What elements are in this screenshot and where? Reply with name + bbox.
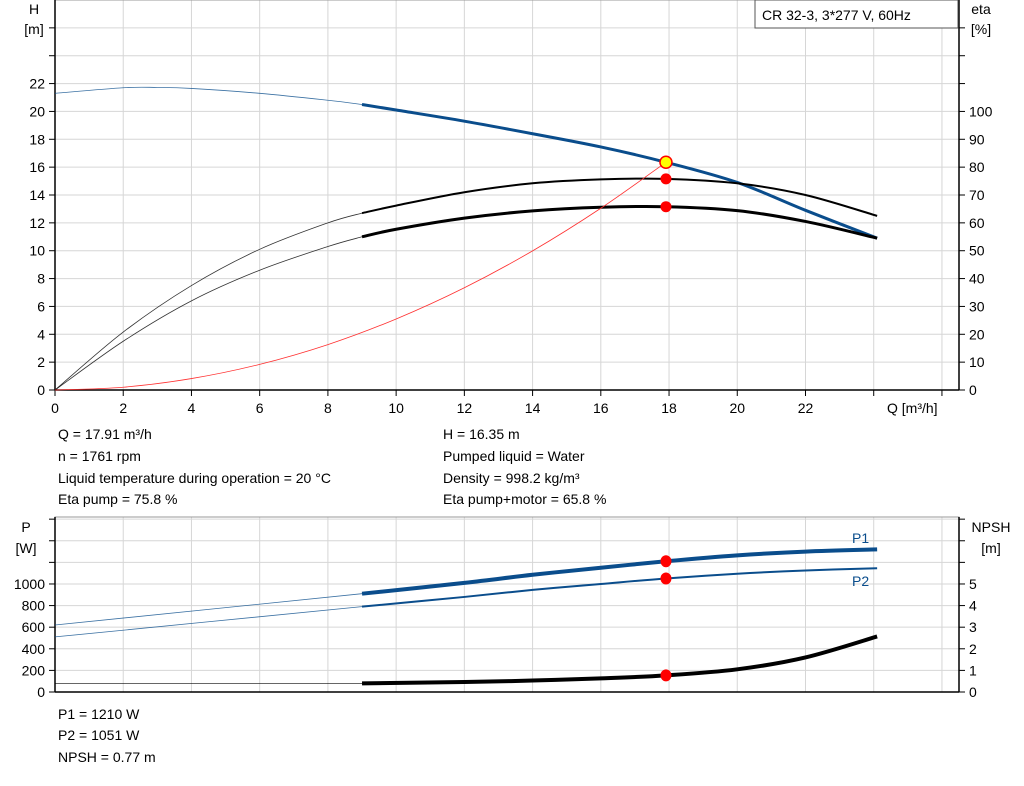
y-right-tick-label: 0 [969, 382, 977, 398]
info-density: Density = 998.2 kg/m³ [443, 470, 580, 486]
info-liquid: Pumped liquid = Water [443, 448, 585, 464]
y-right-tick-label: 40 [969, 271, 985, 287]
y-left-tick-label: 600 [22, 619, 46, 635]
x-axis-label: Q [m³/h] [887, 400, 938, 416]
info-h: H = 16.35 m [443, 426, 520, 442]
P2-curve [361, 567, 878, 608]
y-right-label-1: eta [971, 1, 991, 17]
system-curve [54, 161, 667, 391]
y-right-tick-label: 90 [969, 131, 985, 147]
y-right-tick-label: 5 [969, 576, 977, 592]
y-left-tick-label: 16 [29, 159, 45, 175]
x-tick-label: 18 [661, 400, 677, 416]
legend-p1: P1 [852, 530, 869, 546]
x-tick-label: 12 [457, 400, 473, 416]
y-left-tick-label: 800 [22, 598, 46, 614]
p-label-1: P [21, 519, 30, 535]
info-npsh: NPSH = 0.77 m [58, 749, 156, 765]
x-tick-label: 6 [256, 400, 264, 416]
y-left-tick-label: 1000 [14, 576, 45, 592]
y-right-tick-label: 0 [969, 684, 977, 700]
y-right-tick-label: 70 [969, 187, 985, 203]
y-right-tick-label: 100 [969, 103, 993, 119]
x-tick-label: 2 [119, 400, 127, 416]
duty-point-npsh [660, 669, 672, 682]
performance-chart: 0246810121416182022010203040506070809010… [29, 0, 993, 416]
y-right-tick-label: 4 [969, 598, 977, 614]
x-tick-label: 10 [388, 400, 404, 416]
duty-point-p1 [660, 555, 672, 568]
duty-point-eta-pump-motor [660, 201, 672, 213]
head-curve-extrapolated [54, 86, 363, 105]
eta_pump_motor-curve [361, 204, 878, 240]
y-right-tick-label: 20 [969, 326, 985, 342]
info-top: Q = 17.91 m³/h n = 1761 rpm Liquid tempe… [58, 426, 606, 507]
P1-curve-extrapolated [54, 593, 363, 626]
info-bottom: P1 = 1210 W P2 = 1051 W NPSH = 0.77 m [58, 706, 156, 765]
legend-p2: P2 [852, 573, 869, 589]
x-tick-label: 20 [729, 400, 745, 416]
x-tick-label: 14 [525, 400, 541, 416]
P2-curve-extrapolated [54, 606, 363, 638]
duty-point-head [659, 155, 673, 170]
y-left-label-1: H [29, 1, 39, 17]
y-right-tick-label: 10 [969, 354, 985, 370]
y-left-tick-label: 22 [29, 76, 45, 92]
eta_pump_motor-curve-extrapolated [54, 236, 363, 391]
y-left-tick-label: 18 [29, 131, 45, 147]
x-tick-label: 4 [188, 400, 196, 416]
npsh-curve [361, 634, 878, 686]
x-tick-label: 8 [324, 400, 332, 416]
info-eta-pump: Eta pump = 75.8 % [58, 491, 177, 507]
info-eta-pump-motor: Eta pump+motor = 65.8 % [443, 491, 606, 507]
x-tick-label: 0 [51, 400, 59, 416]
plot-border [54, 516, 960, 693]
y-right-tick-label: 60 [969, 215, 985, 231]
info-p2: P2 = 1051 W [58, 727, 140, 743]
title-box [754, 0, 959, 29]
y-left-tick-label: 20 [29, 103, 45, 119]
y-right-tick-label: 1 [969, 662, 977, 678]
y-left-tick-label: 8 [37, 271, 45, 287]
eta_pump-curve-extrapolated [54, 212, 363, 391]
y-left-tick-label: 6 [37, 298, 45, 314]
info-q: Q = 17.91 m³/h [58, 426, 152, 442]
head-curve [361, 102, 878, 240]
y-left-tick-label: 10 [29, 243, 45, 259]
eta_pump-curve [361, 177, 878, 217]
y-left-tick-label: 0 [37, 684, 45, 700]
npsh-label-1: NPSH [972, 519, 1011, 535]
p-label-2: [W] [16, 540, 37, 556]
y-left-tick-label: 4 [37, 326, 45, 342]
y-right-tick-label: 3 [969, 619, 977, 635]
y-left-tick-label: 2 [37, 354, 45, 370]
y-right-label-2: [%] [971, 21, 991, 37]
chart-title: CR 32-3, 3*277 V, 60Hz [762, 7, 911, 23]
power-npsh-chart: 0 200 400 600 800 1000 0 1 2 3 4 5 [14, 516, 977, 700]
y-left-tick-label: 200 [22, 662, 46, 678]
npsh-label-2: [m] [981, 540, 1000, 556]
info-n: n = 1761 rpm [58, 448, 141, 464]
y-right-tick-label: 50 [969, 243, 985, 259]
y-left-tick-label: 400 [22, 641, 46, 657]
duty-point-eta-pump [660, 173, 672, 185]
P1-curve [361, 547, 878, 596]
duty-point-p2 [660, 572, 672, 585]
y-right-tick-label: 80 [969, 159, 985, 175]
y-right-tick-label: 2 [969, 641, 977, 657]
y-right-tick-label: 30 [969, 298, 985, 314]
y-left-tick-label: 0 [37, 382, 45, 398]
info-temp: Liquid temperature during operation = 20… [58, 470, 331, 486]
x-tick-label: 22 [798, 400, 814, 416]
info-p1: P1 = 1210 W [58, 706, 140, 722]
y-left-tick-label: 12 [29, 215, 45, 231]
y-left-label-2: [m] [24, 21, 43, 37]
y-left-tick-label: 14 [29, 187, 45, 203]
x-tick-label: 16 [593, 400, 609, 416]
